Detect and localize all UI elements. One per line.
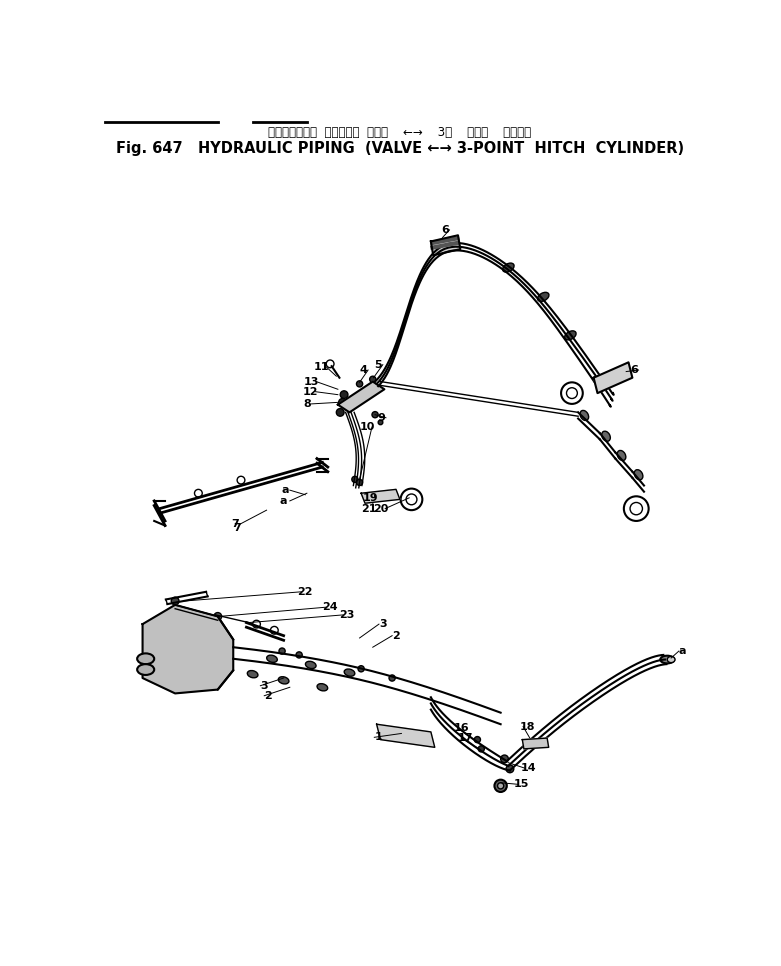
Text: 11: 11 — [314, 362, 330, 372]
Polygon shape — [594, 362, 633, 393]
Text: 19: 19 — [362, 493, 378, 503]
Ellipse shape — [305, 662, 316, 668]
Text: 3: 3 — [379, 619, 387, 629]
Circle shape — [372, 412, 378, 417]
Text: 24: 24 — [323, 602, 338, 612]
Ellipse shape — [137, 665, 154, 675]
Text: 23: 23 — [340, 610, 355, 620]
Text: 4: 4 — [359, 365, 367, 375]
Text: 17: 17 — [457, 733, 473, 743]
Circle shape — [296, 652, 302, 658]
Circle shape — [356, 381, 362, 387]
Text: 7: 7 — [234, 523, 241, 533]
Circle shape — [497, 782, 504, 789]
Text: 20: 20 — [373, 503, 388, 514]
Text: 14: 14 — [521, 763, 537, 773]
Polygon shape — [361, 490, 400, 503]
Circle shape — [337, 409, 344, 416]
Text: 2: 2 — [392, 631, 400, 640]
Polygon shape — [431, 236, 460, 255]
Circle shape — [501, 755, 508, 763]
Text: 8: 8 — [303, 399, 311, 409]
Ellipse shape — [660, 656, 674, 664]
Polygon shape — [376, 724, 435, 748]
Text: 15: 15 — [514, 780, 530, 789]
Circle shape — [171, 597, 179, 605]
Polygon shape — [338, 382, 384, 412]
Polygon shape — [522, 738, 549, 749]
Ellipse shape — [344, 669, 355, 676]
Circle shape — [378, 420, 383, 425]
Ellipse shape — [667, 657, 675, 663]
Text: 6: 6 — [630, 365, 638, 375]
Circle shape — [474, 736, 480, 743]
Circle shape — [356, 479, 362, 486]
Circle shape — [279, 648, 285, 654]
Text: a: a — [679, 646, 686, 656]
Text: 21: 21 — [361, 503, 376, 514]
Circle shape — [351, 476, 358, 482]
Text: 1: 1 — [374, 732, 382, 742]
Text: 7: 7 — [232, 519, 240, 529]
Ellipse shape — [617, 450, 626, 461]
Text: 12: 12 — [302, 386, 318, 397]
Circle shape — [389, 675, 395, 681]
Text: 5: 5 — [374, 359, 382, 370]
Circle shape — [494, 780, 507, 792]
Text: 3: 3 — [260, 681, 268, 691]
Ellipse shape — [317, 684, 328, 691]
Text: a: a — [280, 496, 287, 506]
Circle shape — [369, 376, 376, 383]
Text: 2: 2 — [264, 691, 272, 700]
Ellipse shape — [601, 431, 610, 441]
Text: 13: 13 — [304, 377, 319, 386]
Text: ハイドロリック  パイピング  バルブ    ←→    3点    ヒッチ    シリンダ: ハイドロリック パイピング バルブ ←→ 3点 ヒッチ シリンダ — [269, 127, 531, 139]
Ellipse shape — [537, 293, 549, 301]
Ellipse shape — [137, 653, 154, 665]
Text: a: a — [281, 485, 289, 496]
Ellipse shape — [248, 670, 258, 678]
Ellipse shape — [503, 263, 514, 272]
Ellipse shape — [634, 469, 643, 480]
Circle shape — [358, 666, 364, 672]
Ellipse shape — [266, 655, 277, 663]
Ellipse shape — [565, 330, 576, 340]
Text: 9: 9 — [377, 412, 385, 423]
Circle shape — [214, 612, 222, 620]
Circle shape — [341, 391, 348, 399]
Ellipse shape — [278, 677, 289, 684]
Polygon shape — [143, 605, 234, 694]
Circle shape — [478, 746, 484, 752]
Text: 18: 18 — [519, 722, 535, 731]
Text: 22: 22 — [298, 586, 313, 597]
Ellipse shape — [580, 411, 589, 420]
Text: 10: 10 — [359, 422, 375, 432]
Circle shape — [506, 765, 514, 773]
Text: 16: 16 — [454, 724, 469, 733]
Circle shape — [339, 399, 347, 407]
Text: Fig. 647   HYDRAULIC PIPING  (VALVE ←→ 3-POINT  HITCH  CYLINDER): Fig. 647 HYDRAULIC PIPING (VALVE ←→ 3-PO… — [116, 141, 684, 156]
Text: 6: 6 — [441, 225, 449, 235]
